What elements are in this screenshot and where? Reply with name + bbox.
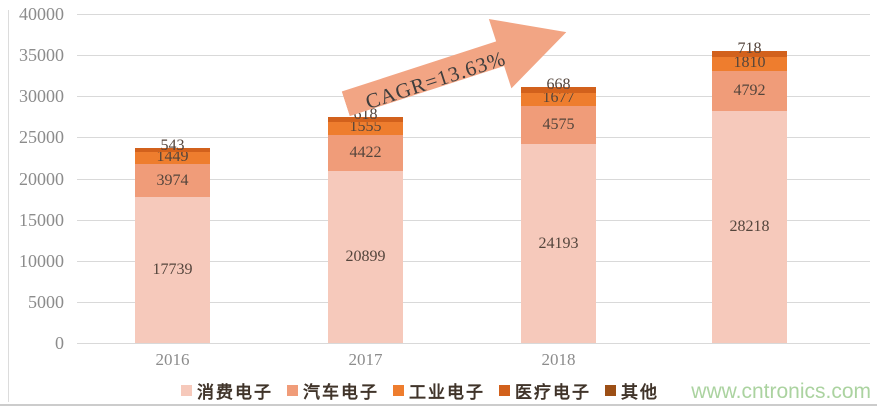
gridline-30000 (77, 96, 870, 98)
legend-label-industrial-electronics: 工业电子 (409, 383, 485, 402)
bottom-border-line (0, 404, 877, 406)
legend-swatch-industrial-electronics (393, 385, 404, 396)
y-tick-label-35000: 35000 (19, 45, 64, 66)
y-tick-label-20000: 20000 (19, 168, 64, 189)
legend-label-automotive-electronics: 汽车电子 (303, 383, 379, 402)
gridline-25000 (77, 137, 870, 139)
watermark: www.cntronics.com (691, 380, 871, 403)
y-tick-label-30000: 30000 (19, 86, 64, 107)
bar-segment-industrial-electronics (328, 121, 403, 135)
bar-segment-industrial-electronics (135, 152, 210, 165)
y-tick-label-15000: 15000 (19, 209, 64, 230)
gridline-0 (77, 343, 870, 344)
bar-value-label-automotive-electronics: 4422 (349, 143, 382, 161)
bar-segment-medical-electronics (521, 87, 596, 93)
legend-item-others: 其他 (605, 378, 659, 403)
bar-segment-medical-electronics (135, 148, 210, 153)
bar-segment-consumer-electronics (135, 197, 210, 343)
bar-segment-industrial-electronics (712, 56, 787, 72)
legend-swatch-consumer-electronics (181, 385, 192, 396)
bar-segment-medical-electronics (712, 50, 787, 57)
y-tick-label-0: 0 (55, 333, 64, 353)
legend-label-others: 其他 (621, 383, 659, 402)
legend-item-industrial-electronics: 工业电子 (393, 378, 485, 403)
legend-swatch-others (605, 385, 616, 396)
gridline-40000 (77, 14, 870, 15)
legend-label-consumer-electronics: 消费电子 (197, 383, 273, 402)
gridline-10000 (77, 260, 870, 262)
left-border-line (8, 10, 9, 402)
bar-value-label-consumer-electronics: 28218 (729, 217, 770, 235)
bar-value-label-medical-electronics: 668 (546, 76, 571, 94)
bar-segment-industrial-electronics (521, 92, 596, 107)
bar-segment-automotive-electronics (712, 71, 787, 111)
bar-segment-medical-electronics (328, 116, 403, 122)
bar-value-label-medical-electronics: 718 (737, 39, 762, 57)
x-tick-label-2017: 2017 (348, 350, 383, 369)
gridline-15000 (77, 219, 870, 221)
legend-item-automotive-electronics: 汽车电子 (287, 378, 379, 403)
legend-item-medical-electronics: 医疗电子 (499, 378, 591, 403)
bar-segment-consumer-electronics (521, 144, 596, 343)
bar-value-label-automotive-electronics: 4575 (542, 116, 575, 134)
legend: 消费电子 汽车电子 工业电子 医疗电子 其他 (181, 378, 659, 403)
legend-swatch-automotive-electronics (287, 385, 298, 396)
legend-label-medical-electronics: 医疗电子 (515, 383, 591, 402)
gridline-20000 (77, 178, 870, 180)
y-tick-label-5000: 5000 (28, 291, 64, 312)
gridline-5000 (77, 301, 870, 303)
bar-value-label-medical-electronics: 543 (160, 137, 185, 155)
x-tick-label-2018: 2018 (541, 350, 576, 369)
bar-segment-consumer-electronics (328, 171, 403, 343)
y-tick-label-40000: 40000 (19, 4, 64, 24)
bar-value-label-consumer-electronics: 17739 (152, 261, 193, 279)
legend-item-consumer-electronics: 消费电子 (181, 378, 273, 403)
bar-value-label-consumer-electronics: 20899 (345, 248, 386, 266)
bar-value-label-industrial-electronics: 1677 (542, 89, 575, 107)
bar-value-label-automotive-electronics: 4792 (733, 82, 766, 100)
legend-swatch-medical-electronics (499, 385, 510, 396)
bar-segment-consumer-electronics (712, 110, 787, 343)
bar-value-label-consumer-electronics: 24193 (538, 234, 579, 252)
bar-value-label-industrial-electronics: 1555 (349, 118, 382, 136)
x-tick-label-2016: 2016 (155, 350, 190, 369)
bar-segment-automotive-electronics (135, 164, 210, 198)
bar-value-label-automotive-electronics: 3974 (156, 171, 189, 189)
bar-value-label-industrial-electronics: 1449 (156, 148, 189, 166)
bar-value-label-industrial-electronics: 1810 (733, 54, 766, 72)
bar-segment-automotive-electronics (328, 134, 403, 172)
bar-segment-automotive-electronics (521, 106, 596, 144)
y-tick-label-10000: 10000 (19, 250, 64, 271)
y-tick-label-25000: 25000 (19, 127, 64, 148)
